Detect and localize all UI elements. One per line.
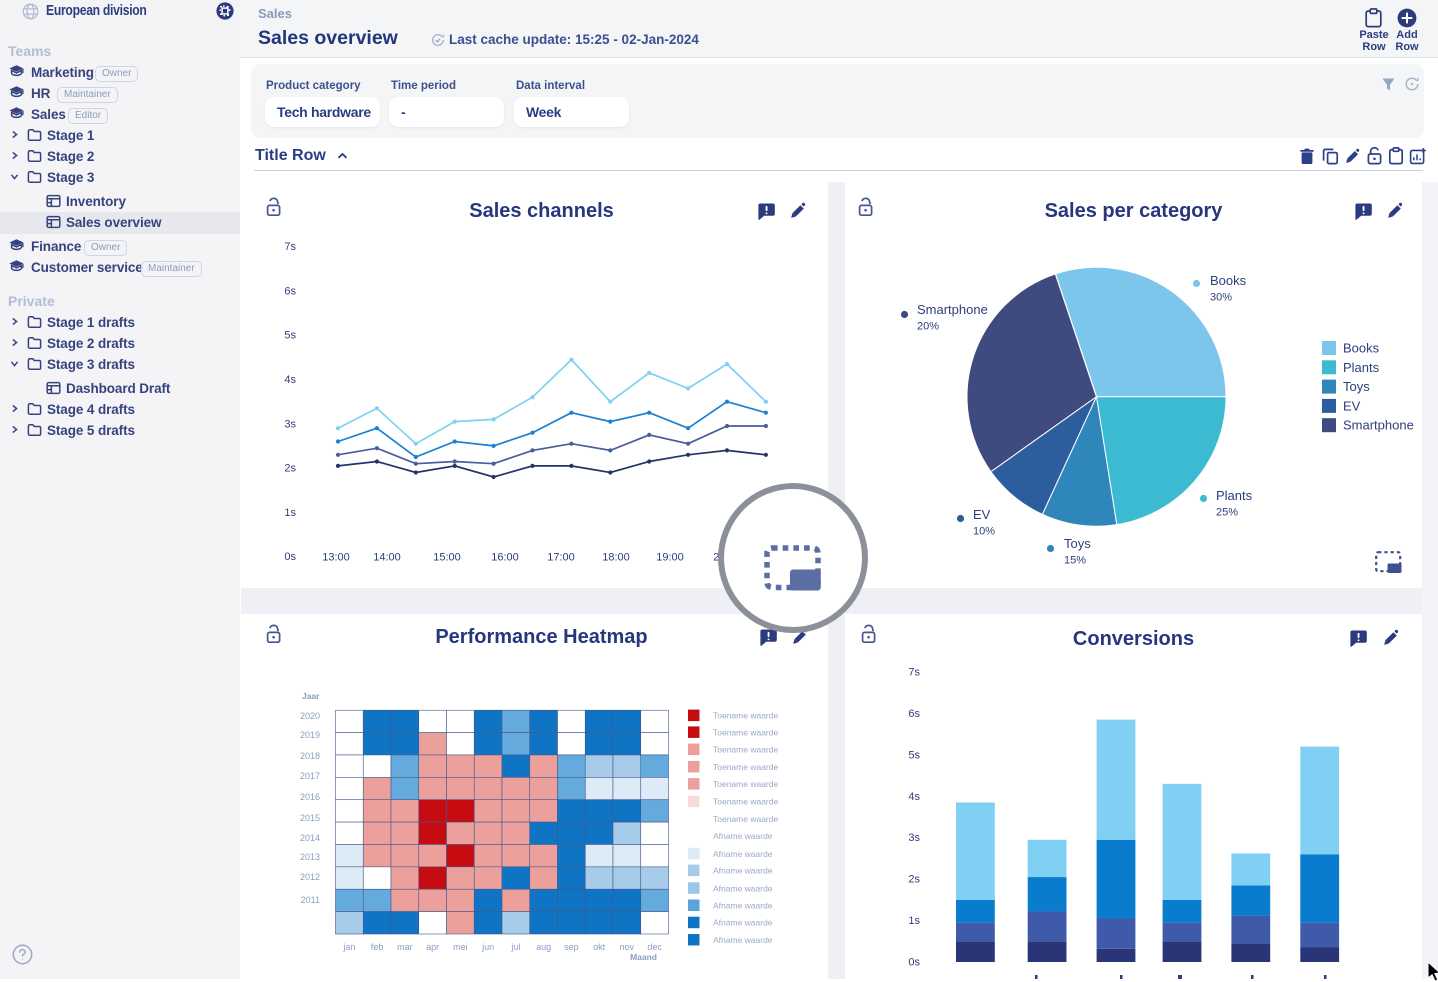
- svg-text:2015: 2015: [300, 813, 320, 823]
- svg-text:Afname waarde: Afname waarde: [713, 883, 773, 893]
- svg-text:20%: 20%: [917, 321, 939, 333]
- svg-text:Toename waarde: Toename waarde: [713, 711, 778, 721]
- svg-text:6s: 6s: [284, 285, 296, 297]
- svg-text:Smartphone: Smartphone: [917, 302, 988, 317]
- svg-text:2020: 2020: [300, 711, 320, 721]
- svg-text:4s: 4s: [284, 374, 296, 386]
- svg-text:2012: 2012: [300, 872, 320, 882]
- svg-text:jun: jun: [481, 942, 494, 952]
- svg-text:10%: 10%: [973, 526, 995, 538]
- svg-text:Toename waarde: Toename waarde: [713, 762, 778, 772]
- svg-text:jul: jul: [510, 942, 520, 952]
- svg-text:2013: 2013: [300, 852, 320, 862]
- svg-text:2014: 2014: [300, 833, 320, 843]
- svg-text:EV: EV: [1343, 398, 1361, 413]
- svg-text:15%: 15%: [1064, 555, 1086, 567]
- svg-text:18:00: 18:00: [602, 552, 630, 564]
- svg-text:1s: 1s: [284, 507, 296, 519]
- svg-text:mar: mar: [397, 942, 413, 952]
- svg-text:Toys: Toys: [1343, 379, 1370, 394]
- svg-text:Toename waarde: Toename waarde: [713, 797, 778, 807]
- svg-text:Plants: Plants: [1216, 488, 1253, 503]
- svg-text:jan: jan: [342, 942, 355, 952]
- svg-text:Maand: Maand: [630, 952, 657, 962]
- svg-text:19:00: 19:00: [656, 552, 684, 564]
- svg-text:EV: EV: [973, 507, 991, 522]
- svg-text:2019: 2019: [300, 730, 320, 740]
- svg-text:2s: 2s: [284, 463, 296, 475]
- svg-text:7s: 7s: [908, 667, 920, 679]
- svg-text:Toename waarde: Toename waarde: [713, 745, 778, 755]
- svg-text:4s: 4s: [908, 791, 920, 803]
- svg-text:mei: mei: [453, 942, 468, 952]
- svg-text:Plants: Plants: [1343, 360, 1380, 375]
- svg-text:6s: 6s: [908, 708, 920, 720]
- svg-text:16:00: 16:00: [491, 552, 519, 564]
- svg-text:2018: 2018: [300, 751, 320, 761]
- svg-text:3s: 3s: [284, 418, 296, 430]
- svg-text:Books: Books: [1343, 341, 1380, 356]
- svg-text:Afname waarde: Afname waarde: [713, 918, 773, 928]
- svg-text:Smartphone: Smartphone: [1343, 418, 1414, 433]
- svg-text:Toename waarde: Toename waarde: [713, 779, 778, 789]
- svg-text:feb: feb: [371, 942, 384, 952]
- svg-text:15:00: 15:00: [433, 552, 461, 564]
- svg-text:25%: 25%: [1216, 507, 1238, 519]
- svg-text:2017: 2017: [300, 771, 320, 781]
- svg-text:apr: apr: [426, 942, 439, 952]
- svg-text:Afname waarde: Afname waarde: [713, 849, 773, 859]
- svg-text:Toys: Toys: [1064, 536, 1091, 551]
- svg-text:1s: 1s: [908, 915, 920, 927]
- svg-text:Toename waarde: Toename waarde: [713, 727, 778, 737]
- svg-text:Jaar: Jaar: [302, 691, 320, 701]
- svg-text:17:00: 17:00: [547, 552, 575, 564]
- svg-text:2011: 2011: [301, 895, 320, 905]
- svg-text:Afname waarde: Afname waarde: [713, 901, 773, 911]
- svg-text:3s: 3s: [908, 832, 920, 844]
- svg-text:Afname waarde: Afname waarde: [713, 866, 773, 876]
- svg-text:5s: 5s: [908, 749, 920, 761]
- svg-text:0s: 0s: [908, 957, 920, 969]
- svg-text:14:00: 14:00: [373, 552, 401, 564]
- svg-text:dec: dec: [647, 942, 662, 952]
- svg-text:13:00: 13:00: [322, 552, 350, 564]
- svg-text:5s: 5s: [284, 330, 296, 342]
- svg-text:30%: 30%: [1210, 292, 1232, 304]
- svg-text:nov: nov: [620, 942, 635, 952]
- svg-text:2s: 2s: [908, 874, 920, 886]
- svg-text:Afname waarde: Afname waarde: [713, 831, 773, 841]
- svg-text:0s: 0s: [284, 551, 296, 563]
- svg-text:sep: sep: [564, 942, 579, 952]
- svg-text:Books: Books: [1210, 273, 1247, 288]
- svg-text:aug: aug: [536, 942, 551, 952]
- svg-text:okt: okt: [593, 942, 606, 952]
- svg-text:2016: 2016: [300, 792, 320, 802]
- svg-text:Toename waarde: Toename waarde: [713, 814, 778, 824]
- svg-text:Afname waarde: Afname waarde: [713, 935, 773, 945]
- svg-text:7s: 7s: [284, 241, 296, 253]
